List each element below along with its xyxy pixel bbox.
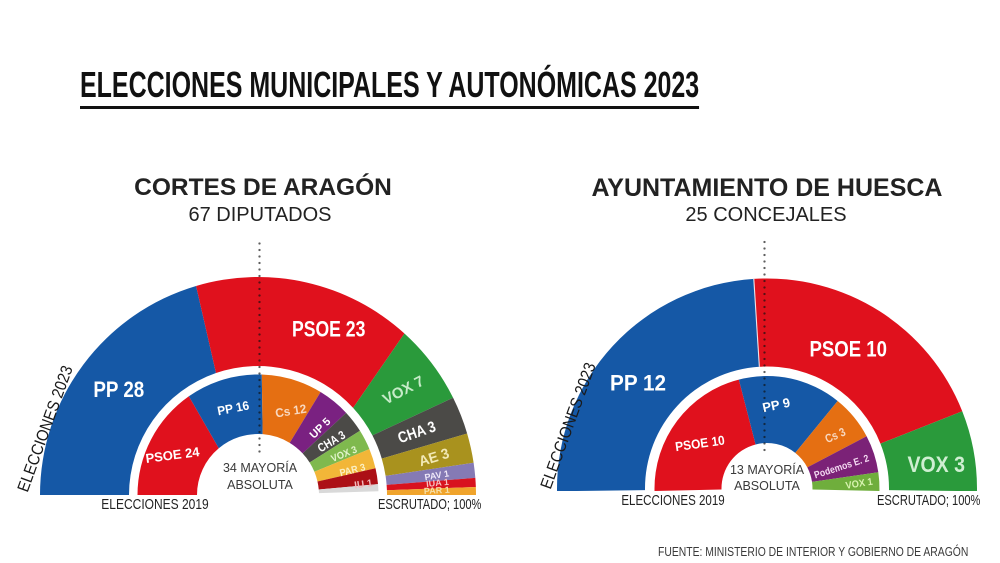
svg-text:IUA 1: IUA 1 [426, 477, 450, 489]
svg-text:PSOE 10: PSOE 10 [674, 433, 725, 454]
svg-text:PAV 1: PAV 1 [424, 468, 450, 482]
svg-text:PP 12: PP 12 [610, 371, 666, 396]
svg-text:PP 9: PP 9 [761, 395, 791, 415]
svg-text:PSOE 24: PSOE 24 [145, 444, 201, 466]
svg-text:IU 1: IU 1 [354, 478, 374, 492]
svg-text:PAR 1: PAR 1 [424, 485, 450, 496]
svg-text:VOX 3: VOX 3 [907, 453, 964, 477]
svg-text:PSOE 10: PSOE 10 [809, 338, 886, 362]
svg-text:VOX 1: VOX 1 [845, 476, 874, 492]
svg-text:PSOE 23: PSOE 23 [292, 318, 365, 342]
svg-text:PP 16: PP 16 [216, 398, 250, 418]
svg-text:PP 28: PP 28 [93, 377, 144, 402]
svg-text:Cs 12: Cs 12 [274, 401, 308, 420]
